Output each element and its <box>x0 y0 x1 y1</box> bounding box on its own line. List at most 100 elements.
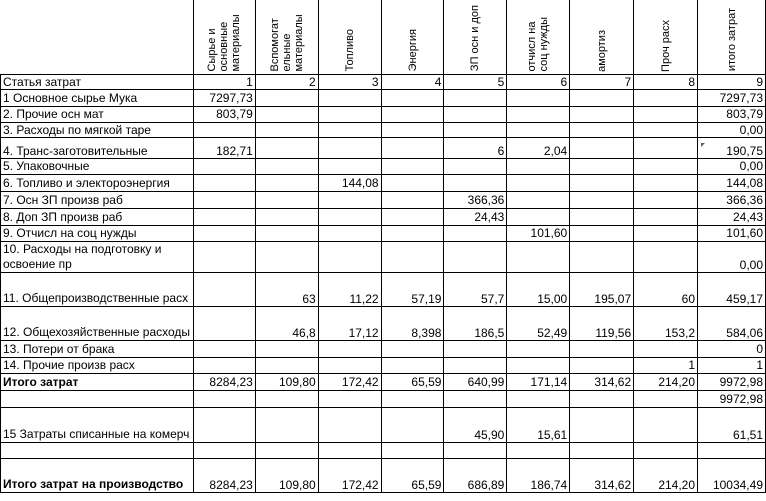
value-cell[interactable]: 57,7 <box>443 271 508 307</box>
value-cell[interactable] <box>380 240 445 273</box>
value-cell[interactable]: 109,80 <box>254 372 319 391</box>
value-cell[interactable] <box>506 88 571 107</box>
value-cell[interactable]: 63 <box>254 271 319 307</box>
value-cell[interactable] <box>506 240 571 273</box>
row-label-cell[interactable]: Итого затрат на производство <box>0 457 194 493</box>
value-cell[interactable] <box>633 339 699 358</box>
value-cell[interactable]: 144,08 <box>317 173 382 192</box>
empty-cell[interactable] <box>380 441 445 459</box>
value-cell[interactable] <box>569 240 635 273</box>
row-label-cell[interactable]: 4. Транс-заготовительные <box>0 136 194 159</box>
value-cell[interactable]: 366,36 <box>443 190 508 209</box>
value-cell[interactable] <box>380 121 445 138</box>
value-cell[interactable] <box>633 88 699 107</box>
empty-cell[interactable] <box>569 441 635 459</box>
value-cell[interactable] <box>569 339 635 358</box>
header-cell[interactable]: Энергия <box>380 0 445 75</box>
row-label-cell[interactable]: 1 Основное сырье Мука <box>0 88 194 107</box>
value-cell[interactable] <box>569 207 635 226</box>
value-cell[interactable] <box>506 121 571 138</box>
value-cell[interactable]: 11,22 <box>317 271 382 307</box>
value-cell[interactable] <box>317 190 382 209</box>
value-cell[interactable]: 8284,23 <box>192 372 256 391</box>
value-cell[interactable] <box>633 406 699 443</box>
empty-cell[interactable] <box>192 389 256 408</box>
value-cell[interactable] <box>443 339 508 358</box>
value-cell[interactable] <box>443 173 508 192</box>
value-cell[interactable]: 584,06 <box>697 305 766 341</box>
value-cell[interactable]: 172,42 <box>317 457 382 493</box>
value-cell[interactable]: 195,07 <box>569 271 635 307</box>
value-cell[interactable] <box>254 356 319 374</box>
row-label-cell[interactable]: 8. Доп ЗП произв раб <box>0 207 194 226</box>
header-cell[interactable]: итого затрат <box>697 0 766 75</box>
value-cell[interactable] <box>443 356 508 374</box>
value-cell[interactable] <box>569 406 635 443</box>
value-cell[interactable] <box>254 136 319 159</box>
empty-cell[interactable] <box>254 441 319 459</box>
value-cell[interactable] <box>192 305 256 341</box>
value-cell[interactable]: 314,62 <box>569 457 635 493</box>
header-cell[interactable]: Вспомогат ельные материалы <box>254 0 319 75</box>
value-cell[interactable] <box>317 240 382 273</box>
value-cell[interactable] <box>443 224 508 242</box>
value-cell[interactable]: 153,2 <box>633 305 699 341</box>
row-label-cell[interactable]: 7. Осн ЗП произв раб <box>0 190 194 209</box>
value-cell[interactable]: 366,36 <box>697 190 766 209</box>
value-cell[interactable] <box>380 157 445 175</box>
row-label-cell[interactable]: 12. Общехозяйственные расходы <box>0 305 194 341</box>
value-cell[interactable] <box>443 88 508 107</box>
value-cell[interactable] <box>317 88 382 107</box>
number-cell[interactable]: 2 <box>254 73 319 90</box>
value-cell[interactable]: 60 <box>633 271 699 307</box>
number-cell[interactable]: 3 <box>317 73 382 90</box>
empty-cell[interactable] <box>0 389 194 408</box>
value-cell[interactable]: 2,04 <box>506 136 571 159</box>
empty-cell[interactable] <box>380 389 445 408</box>
value-cell[interactable] <box>443 105 508 123</box>
value-cell[interactable]: 182,71 <box>192 136 256 159</box>
value-cell[interactable] <box>506 207 571 226</box>
value-cell[interactable] <box>317 207 382 226</box>
value-cell[interactable] <box>633 136 699 159</box>
row-label-cell[interactable]: 15 Затраты списанные на комерч <box>0 406 194 443</box>
value-cell[interactable]: 214,20 <box>633 457 699 493</box>
empty-cell[interactable] <box>192 441 256 459</box>
value-cell[interactable] <box>380 224 445 242</box>
value-cell[interactable]: 171,14 <box>506 372 571 391</box>
number-cell[interactable]: 1 <box>192 73 256 90</box>
value-cell[interactable]: 17,12 <box>317 305 382 341</box>
value-cell[interactable]: 9972,98 <box>697 372 766 391</box>
value-cell[interactable] <box>192 207 256 226</box>
comment-indicator[interactable] <box>701 143 705 147</box>
value-cell[interactable]: 144,08 <box>697 173 766 192</box>
empty-cell[interactable] <box>506 389 571 408</box>
empty-cell[interactable] <box>506 441 571 459</box>
value-cell[interactable] <box>254 406 319 443</box>
number-cell[interactable]: 6 <box>506 73 571 90</box>
value-cell[interactable]: 109,80 <box>254 457 319 493</box>
value-cell[interactable] <box>380 88 445 107</box>
number-cell[interactable]: 5 <box>443 73 508 90</box>
value-cell[interactable] <box>254 207 319 226</box>
value-cell[interactable] <box>317 105 382 123</box>
value-cell[interactable]: 214,20 <box>633 372 699 391</box>
value-cell[interactable] <box>254 157 319 175</box>
value-cell[interactable] <box>192 271 256 307</box>
value-cell[interactable] <box>380 173 445 192</box>
value-cell[interactable] <box>569 105 635 123</box>
value-cell[interactable] <box>317 157 382 175</box>
value-cell[interactable] <box>506 190 571 209</box>
row-label-cell[interactable]: 9. Отчисл на соц нужды <box>0 224 194 242</box>
empty-cell[interactable] <box>254 389 319 408</box>
value-cell[interactable] <box>192 173 256 192</box>
value-cell[interactable] <box>633 105 699 123</box>
value-cell[interactable] <box>443 121 508 138</box>
value-cell[interactable] <box>192 339 256 358</box>
value-cell[interactable] <box>254 224 319 242</box>
value-cell[interactable]: 6 <box>443 136 508 159</box>
empty-cell[interactable] <box>633 441 699 459</box>
value-cell[interactable] <box>633 190 699 209</box>
header-corner-cell[interactable] <box>0 0 194 75</box>
value-cell[interactable]: 172,42 <box>317 372 382 391</box>
